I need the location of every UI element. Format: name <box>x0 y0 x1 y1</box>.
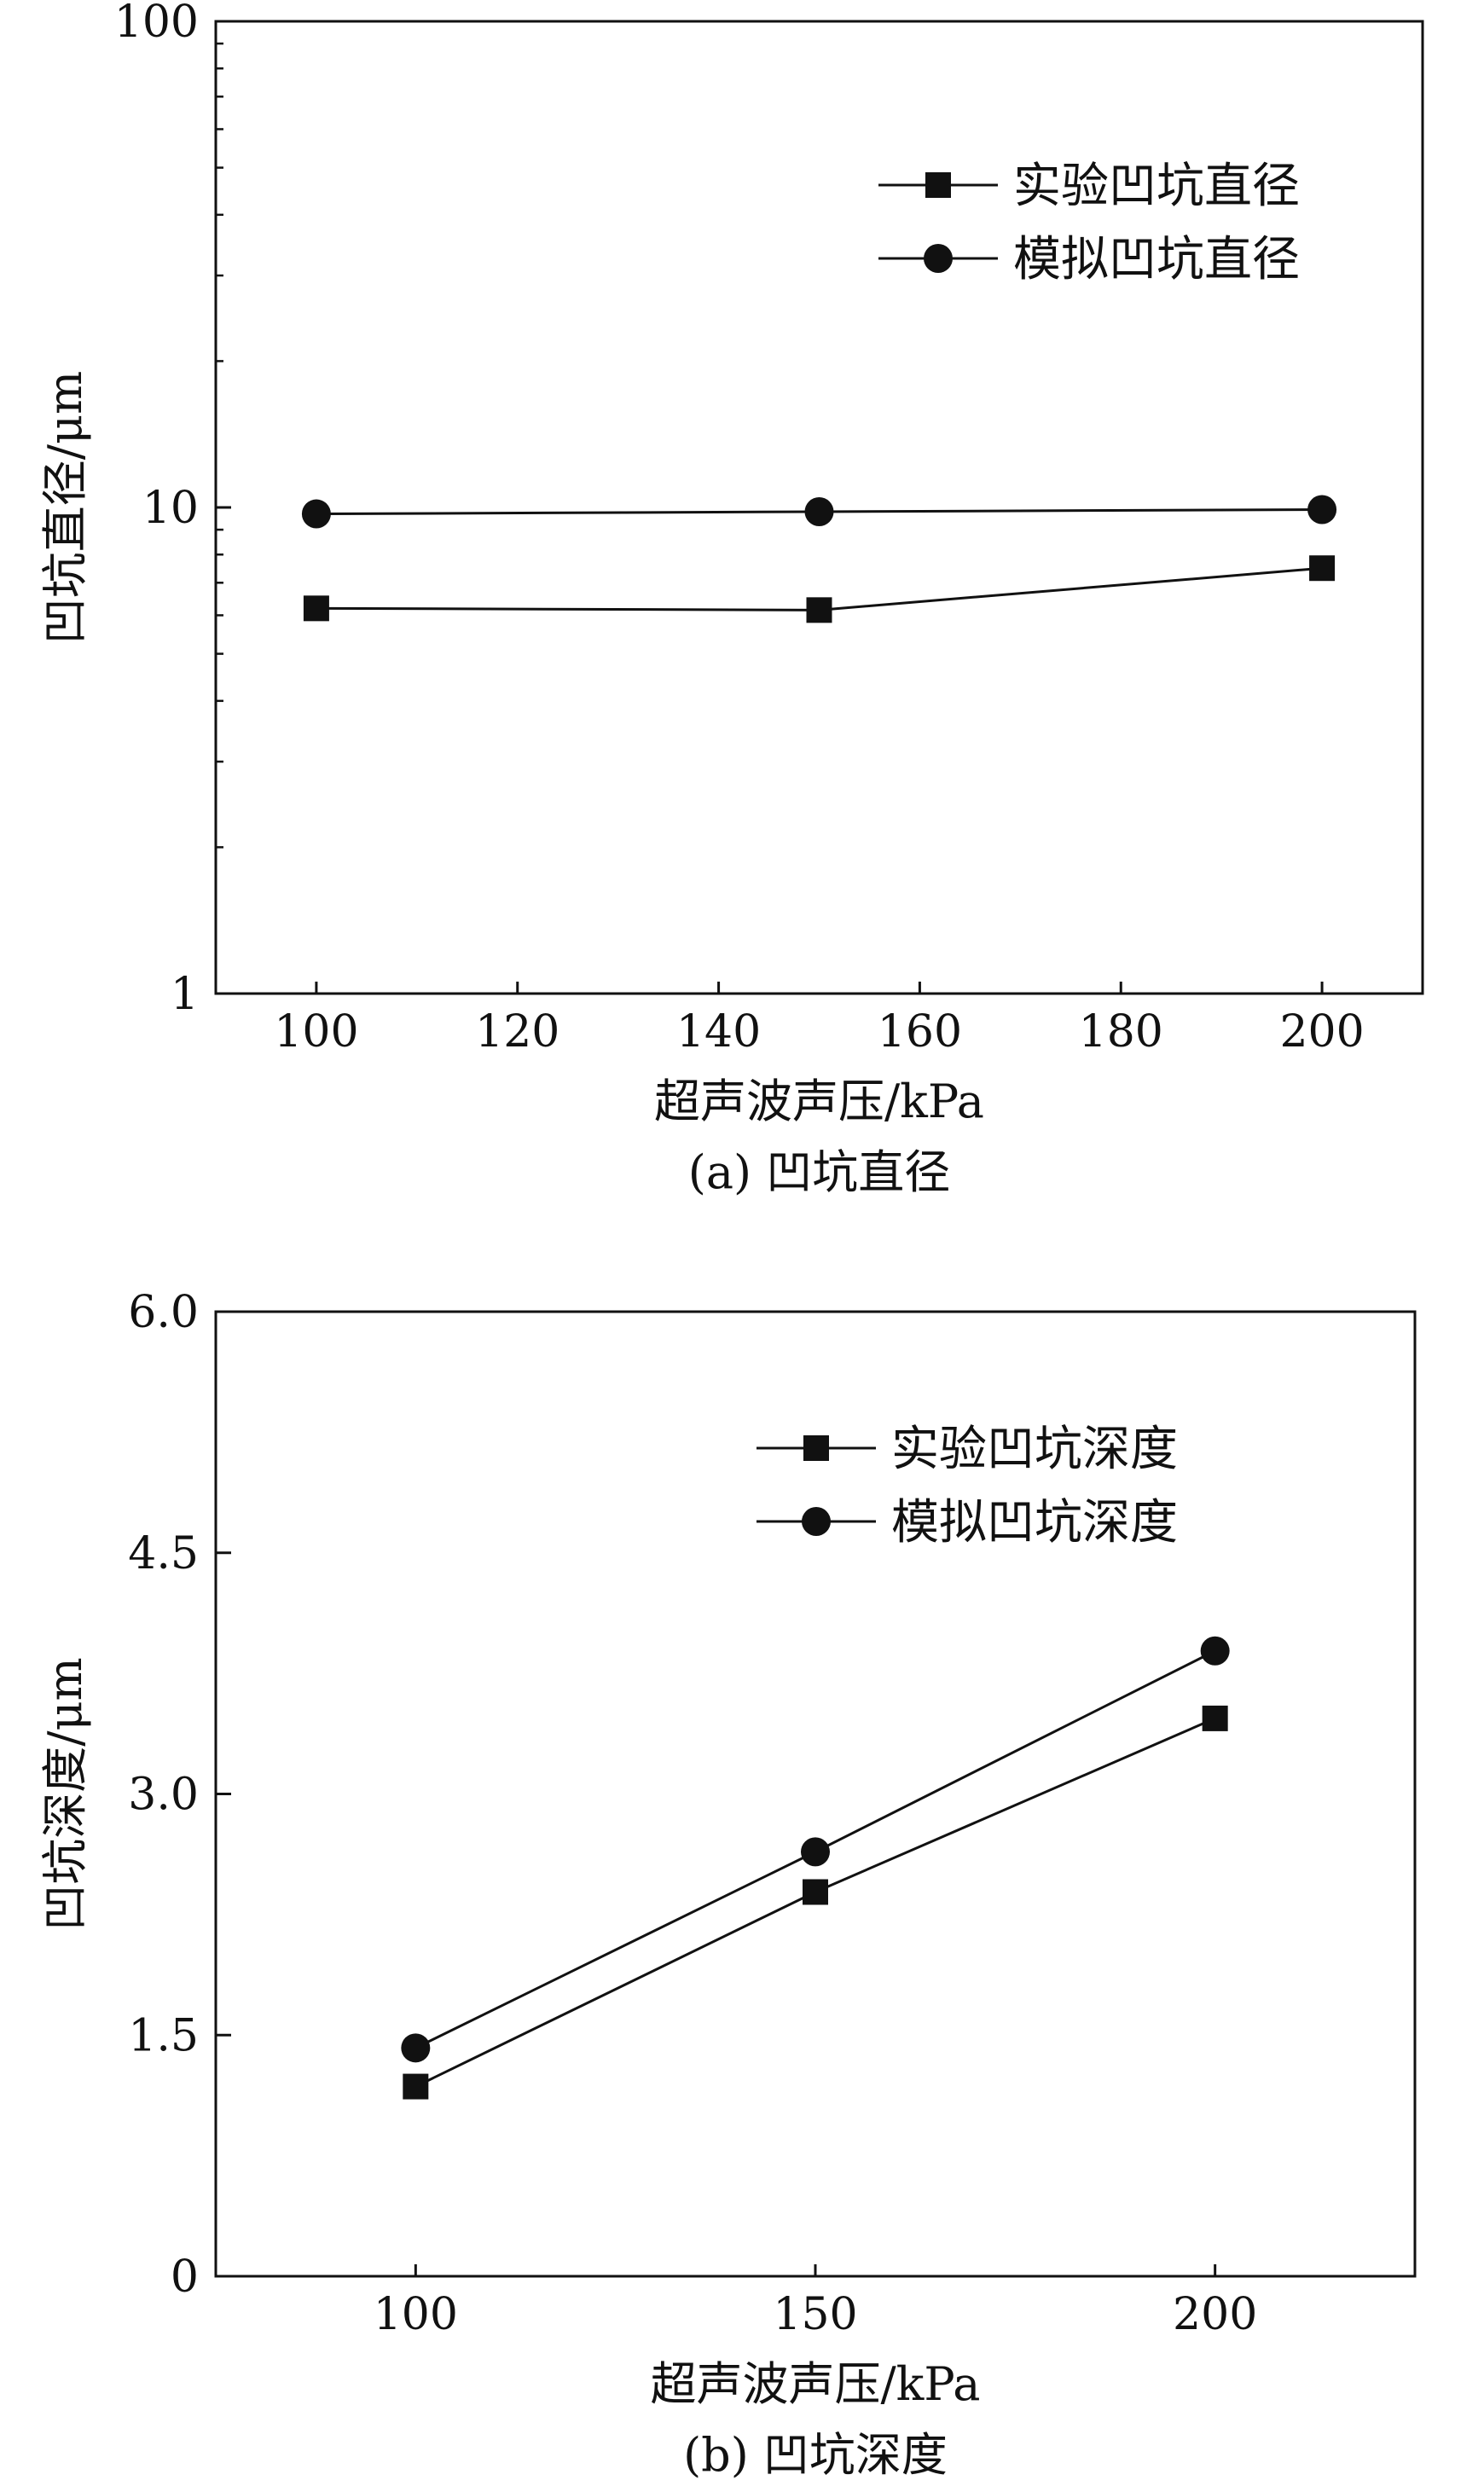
data-point-2 <box>804 497 834 527</box>
y-tick-label: 1 <box>171 969 199 1020</box>
legend-label: 实验凹坑深度 <box>891 1422 1178 1477</box>
y-axis-label: 凹坑直径/μm <box>38 371 92 645</box>
legend-marker <box>924 244 953 273</box>
legend-label: 模拟凹坑直径 <box>1013 232 1300 287</box>
data-point-1 <box>303 595 329 622</box>
legend-marker <box>802 1507 831 1536</box>
x-tick-label: 100 <box>374 2289 458 2340</box>
y-tick-label: 10 <box>142 483 199 534</box>
y-tick-label: 0 <box>171 2251 199 2303</box>
legend-label: 实验凹坑直径 <box>1013 159 1300 214</box>
figure-caption: (a) 凹坑直径 <box>688 1145 951 1199</box>
data-point-1 <box>806 597 832 623</box>
legend-marker <box>803 1435 829 1461</box>
data-point-2 <box>801 1837 830 1867</box>
x-axis-label: 超声波声压/kPa <box>654 1075 984 1128</box>
x-tick-label: 160 <box>878 1006 962 1058</box>
data-point-2 <box>1307 495 1337 524</box>
x-tick-label: 100 <box>274 1006 358 1058</box>
figure-caption: (b) 凹坑深度 <box>683 2428 948 2482</box>
data-point-2 <box>301 499 331 529</box>
data-point-1 <box>1309 555 1336 582</box>
x-tick-label: 200 <box>1279 1006 1364 1058</box>
legend-label: 模拟凹坑深度 <box>891 1495 1178 1550</box>
y-tick-label: 6.0 <box>128 1287 199 1338</box>
data-point-2 <box>1200 1636 1230 1666</box>
data-point-2 <box>401 2033 431 2063</box>
x-tick-label: 140 <box>676 1006 761 1058</box>
y-tick-label: 1.5 <box>128 2010 199 2061</box>
y-tick-label: 3.0 <box>128 1770 199 1821</box>
x-axis-label: 超声波声压/kPa <box>650 2357 980 2411</box>
x-tick-label: 180 <box>1079 1006 1163 1058</box>
x-tick-label: 120 <box>475 1006 559 1058</box>
y-tick-label: 100 <box>114 0 199 48</box>
data-point-1 <box>1202 1705 1228 1731</box>
y-axis-label: 凹坑深度/μm <box>38 1657 92 1931</box>
chart-b: 100 150 200 0 1.5 3.0 4.5 6.0 超声波声压/kPa 凹坑深度/μm (b… <box>38 1287 1417 2482</box>
y-tick-label: 4.5 <box>128 1528 199 1579</box>
chart-a: 100 120 140 160 180 200 1 10 100 超声波声压/kPa 凹坑直径/μm… <box>38 0 1424 1199</box>
legend-marker <box>925 172 951 198</box>
data-point-1 <box>403 2073 429 2100</box>
x-tick-label: 200 <box>1173 2289 1257 2340</box>
x-tick-label: 150 <box>773 2289 857 2340</box>
data-point-1 <box>803 1879 828 1905</box>
